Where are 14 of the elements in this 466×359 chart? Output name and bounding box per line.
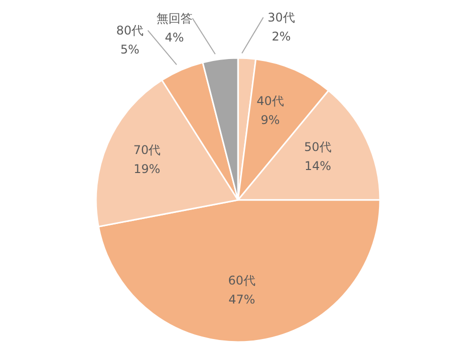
slice-label: 30代: [268, 10, 295, 24]
slice-label: 40代: [256, 94, 284, 108]
slice-label: 80代: [116, 23, 144, 38]
data-label: 47%: [228, 292, 256, 306]
slice-label: 無回答: [156, 11, 192, 26]
data-label: 4%: [164, 30, 184, 44]
data-label: 9%: [260, 112, 280, 127]
slice-label: 50代: [304, 140, 332, 154]
data-label: 14%: [304, 159, 332, 174]
data-label: 2%: [272, 29, 291, 44]
slice-label: 70代: [133, 142, 161, 157]
slice-label: 60代: [228, 273, 256, 288]
data-label: 5%: [120, 42, 140, 56]
data-label: 19%: [134, 162, 160, 176]
